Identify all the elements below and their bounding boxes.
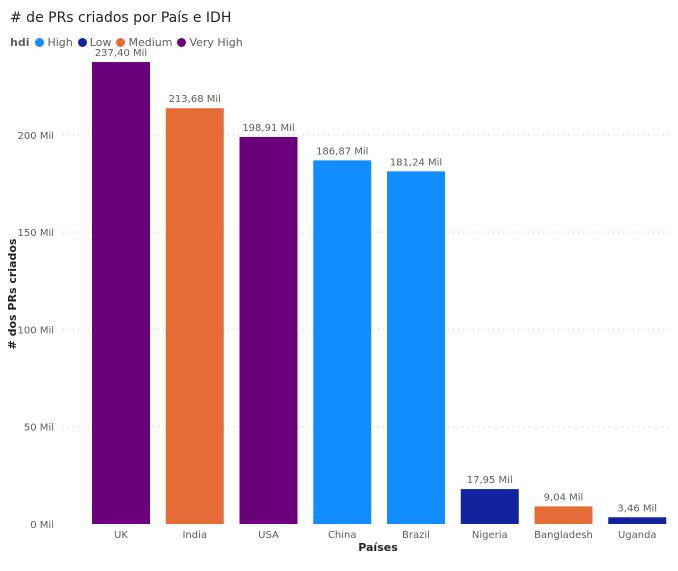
legend-label-very-high: Very High xyxy=(189,36,243,49)
y-axis-ticks: 0 Mil 50 Mil 100 Mil 150 Mil 200 Mil xyxy=(18,131,54,531)
value-labels: 237,40 Mil 213,68 Mil 198,91 Mil 186,87 Mil… xyxy=(95,48,657,514)
x-tick-label: UK xyxy=(114,530,128,541)
bar-nigeria[interactable] xyxy=(460,489,519,524)
value-label: 17,95 Mil xyxy=(467,475,513,486)
y-tick-label: 50 Mil xyxy=(24,423,54,434)
bar-uganda[interactable] xyxy=(608,517,667,524)
legend-item-medium[interactable]: Medium xyxy=(116,36,172,49)
x-axis-ticks: UK India USA China Brazil Nigeria Bangladesh Ug… xyxy=(114,530,657,541)
x-tick-label: India xyxy=(182,530,207,541)
legend: hdi High Low Medium Very High xyxy=(10,36,248,49)
legend-label-high: High xyxy=(47,36,73,49)
value-label: 3,46 Mil xyxy=(617,503,657,514)
value-label: 186,87 Mil xyxy=(316,146,368,157)
x-tick-label: Uganda xyxy=(618,530,657,541)
x-tick-label: Bangladesh xyxy=(534,530,593,541)
legend-label-low: Low xyxy=(89,36,112,49)
bar-india[interactable] xyxy=(165,108,224,525)
legend-dot-high xyxy=(35,38,45,47)
legend-dot-medium xyxy=(116,38,126,47)
bar-usa[interactable] xyxy=(239,136,298,524)
legend-item-low[interactable]: Low xyxy=(77,36,112,49)
value-label: 237,40 Mil xyxy=(95,48,147,59)
bar-uk[interactable] xyxy=(92,62,150,524)
legend-dot-low xyxy=(77,38,87,47)
y-tick-label: 150 Mil xyxy=(18,228,54,239)
y-tick-label: 200 Mil xyxy=(18,131,54,142)
bars xyxy=(92,62,667,525)
bar-china[interactable] xyxy=(313,160,372,524)
x-tick-label: China xyxy=(328,530,357,541)
legend-label-medium: Medium xyxy=(128,36,173,49)
legend-item-high[interactable]: High xyxy=(35,36,73,49)
y-tick-label: 0 Mil xyxy=(30,520,54,531)
value-label: 181,24 Mil xyxy=(390,157,442,168)
x-tick-label: USA xyxy=(258,530,279,541)
bar-brazil[interactable] xyxy=(387,171,445,525)
value-label: 198,91 Mil xyxy=(242,123,294,134)
chart-title: # de PRs criados por País e IDH xyxy=(10,10,232,26)
x-tick-label: Brazil xyxy=(402,530,430,541)
value-label: 9,04 Mil xyxy=(544,492,584,503)
x-tick-label: Nigeria xyxy=(472,530,508,541)
bar-bangladesh[interactable] xyxy=(534,506,593,524)
y-axis-title: # dos PRs criados xyxy=(6,238,19,349)
x-axis-title: Países xyxy=(358,541,398,554)
legend-item-very-high[interactable]: Very High xyxy=(177,36,243,49)
legend-title: hdi xyxy=(10,36,30,49)
y-tick-label: 100 Mil xyxy=(18,325,54,336)
legend-dot-very-high xyxy=(177,38,187,47)
value-label: 213,68 Mil xyxy=(169,94,221,105)
